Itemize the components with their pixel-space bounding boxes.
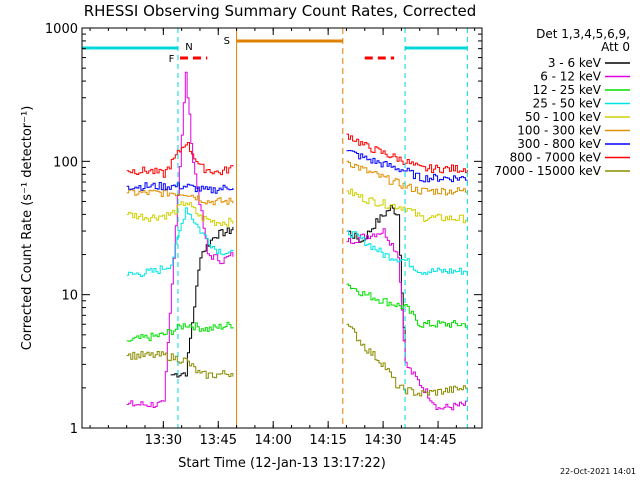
legend-label: 100 - 300 keV <box>517 124 601 138</box>
flare-flag-label: F <box>169 54 175 65</box>
y-tick-label: 1 <box>70 422 78 437</box>
series-line <box>346 283 468 328</box>
x-tick-label: 14:45 <box>419 433 456 448</box>
legend-header-1: Det 1,3,4,5,6,9, <box>536 27 630 41</box>
legend-label: 25 - 50 keV <box>533 97 602 111</box>
series-line <box>346 133 468 174</box>
y-tick-label: 10 <box>61 289 78 304</box>
night-flag-label: N <box>185 42 192 53</box>
series-line <box>126 71 234 408</box>
legend-label: 300 - 800 keV <box>517 137 601 151</box>
series-line <box>346 188 468 224</box>
series-line <box>346 228 468 411</box>
series-line <box>126 321 234 342</box>
legend-label: 3 - 6 keV <box>548 56 602 70</box>
series-line <box>346 150 468 183</box>
plot-layer: NF S <box>82 28 468 428</box>
timestamp: 22-Oct-2021 14:01 <box>560 467 636 476</box>
x-tick-label: 14:15 <box>309 433 346 448</box>
series-line <box>346 323 468 397</box>
plot-frame <box>81 27 483 429</box>
y-tick-label: 1000 <box>45 22 78 37</box>
series-line <box>126 182 234 194</box>
legend-label: 7000 - 15000 keV <box>494 164 601 178</box>
series-line <box>126 201 234 227</box>
x-tick-label: 14:30 <box>364 433 401 448</box>
series-line <box>126 142 234 178</box>
y-axis-label: Corrected Count Rate (s⁻¹ detector⁻¹) <box>20 106 35 351</box>
x-tick-label: 14:00 <box>254 433 291 448</box>
legend-label: 12 - 25 keV <box>533 83 602 97</box>
x-tick-label: 13:30 <box>145 433 182 448</box>
series-line <box>346 230 468 275</box>
series-line <box>126 188 234 206</box>
legend-header-2: Att 0 <box>601 40 630 54</box>
series-line <box>126 207 234 278</box>
series-line <box>170 226 234 378</box>
axis-layer: 13:30 13:45 14:00 14:15 14:30 14:45 1 10 100 1000 <box>45 22 482 448</box>
series-line <box>346 160 468 196</box>
x-axis-label: Start Time (12-Jan-13 13:17:22) <box>178 456 386 471</box>
legend-label: 50 - 100 keV <box>525 110 602 124</box>
x-tick-label: 13:45 <box>200 433 237 448</box>
y-tick-label: 100 <box>53 155 78 170</box>
saa-flag-label: S <box>224 36 230 47</box>
legend-label: 800 - 7000 keV <box>510 151 602 165</box>
series-line <box>126 351 234 379</box>
chart-title: RHESSI Observing Summary Count Rates, Co… <box>84 2 477 20</box>
series-line <box>346 205 406 363</box>
legend-label: 6 - 12 keV <box>540 70 602 84</box>
